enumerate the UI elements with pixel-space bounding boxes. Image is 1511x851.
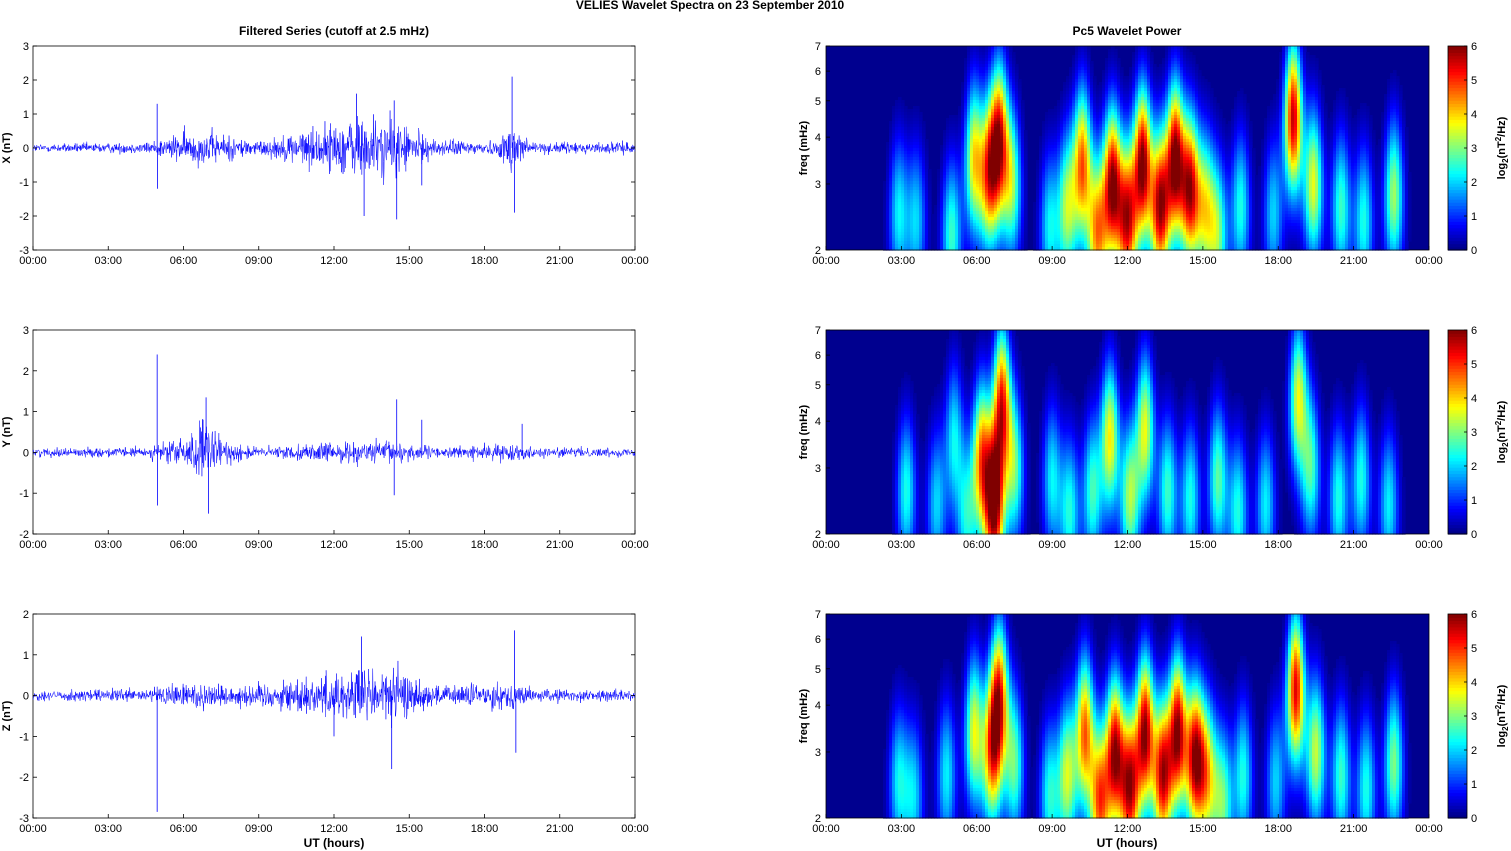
series-ytick-label: -3 — [19, 813, 29, 825]
series-xtick-label: 09:00 — [245, 823, 273, 835]
series-ytick-label: 3 — [23, 41, 29, 53]
z-series-ylabel: Z (nT) — [1, 700, 13, 731]
series-xtick-label: 06:00 — [170, 255, 198, 267]
x-series-title: Filtered Series (cutoff at 2.5 mHz) — [239, 24, 429, 38]
y-series-panel: 00:00 03:00 06:00 09:00 12:00 15:00 18:00 21:00… — [1, 325, 649, 551]
series-xtick-label: 09:00 — [245, 539, 273, 551]
series-ytick-label: -2 — [19, 529, 29, 541]
series-ytick-label: 2 — [23, 75, 29, 87]
series-xtick-label: 12:00 — [320, 255, 348, 267]
series-xtick-label: 15:00 — [395, 255, 423, 267]
series-ytick-label: 3 — [23, 325, 29, 337]
series-ytick-label: 0 — [23, 447, 29, 459]
series-xtick-label: 00:00 — [621, 539, 649, 551]
figure-title: VELIES Wavelet Spectra on 23 September 2… — [576, 0, 845, 12]
series-ytick-label: -2 — [19, 772, 29, 784]
series-xtick-label: 03:00 — [94, 539, 122, 551]
x-series-panel: Filtered Series (cutoff at 2.5 mHz) 00:0… — [1, 24, 649, 267]
series-ytick-label: 0 — [23, 143, 29, 155]
y-series-plot-area — [33, 330, 635, 534]
series-xtick-label: 15:00 — [395, 823, 423, 835]
series-xtick-label: 03:00 — [94, 823, 122, 835]
x-wavelet-panel: Pc5 Wavelet Power 00:00 03:00 06:00 09:00 12… — [798, 24, 1510, 267]
series-xtick-label: 12:00 — [320, 823, 348, 835]
series-xtick-label: 03:00 — [94, 255, 122, 267]
series-xtick-label: 21:00 — [546, 255, 574, 267]
series-xtick-label: 18:00 — [471, 823, 499, 835]
series-ytick-label: -1 — [19, 731, 29, 743]
series-ytick-label: 1 — [23, 407, 29, 419]
series-ytick-label: -2 — [19, 211, 29, 223]
series-xtick-label: 21:00 — [546, 539, 574, 551]
z-series-xlabel: UT (hours) — [304, 836, 365, 850]
series-xtick-label: 06:00 — [170, 539, 198, 551]
series-ytick-label: -1 — [19, 177, 29, 189]
series-ytick-label: 2 — [23, 609, 29, 621]
series-xtick-label: 12:00 — [320, 539, 348, 551]
series-xtick-label: 21:00 — [546, 823, 574, 835]
wavelet-title: Pc5 Wavelet Power — [1073, 24, 1182, 38]
series-ytick-label: 1 — [23, 109, 29, 121]
series-ytick-label: -3 — [19, 245, 29, 257]
series-xtick-label: 18:00 — [471, 255, 499, 267]
x-series-ylabel: X (nT) — [1, 132, 13, 163]
series-ytick-label: 2 — [23, 366, 29, 378]
series-ytick-label: 0 — [23, 691, 29, 703]
series-xtick-label: 06:00 — [170, 823, 198, 835]
series-ytick-label: -1 — [19, 488, 29, 500]
series-xtick-label: 00:00 — [621, 823, 649, 835]
series-xtick-label: 09:00 — [245, 255, 273, 267]
z-series-panel: 00:00 03:00 06:00 09:00 12:00 15:00 18:00 21:00… — [1, 609, 649, 850]
series-xtick-label: 15:00 — [395, 539, 423, 551]
y-series-ylabel: Y (nT) — [1, 416, 13, 447]
series-xtick-label: 18:00 — [471, 539, 499, 551]
series-ytick-label: 1 — [23, 650, 29, 662]
series-xtick-label: 00:00 — [621, 255, 649, 267]
